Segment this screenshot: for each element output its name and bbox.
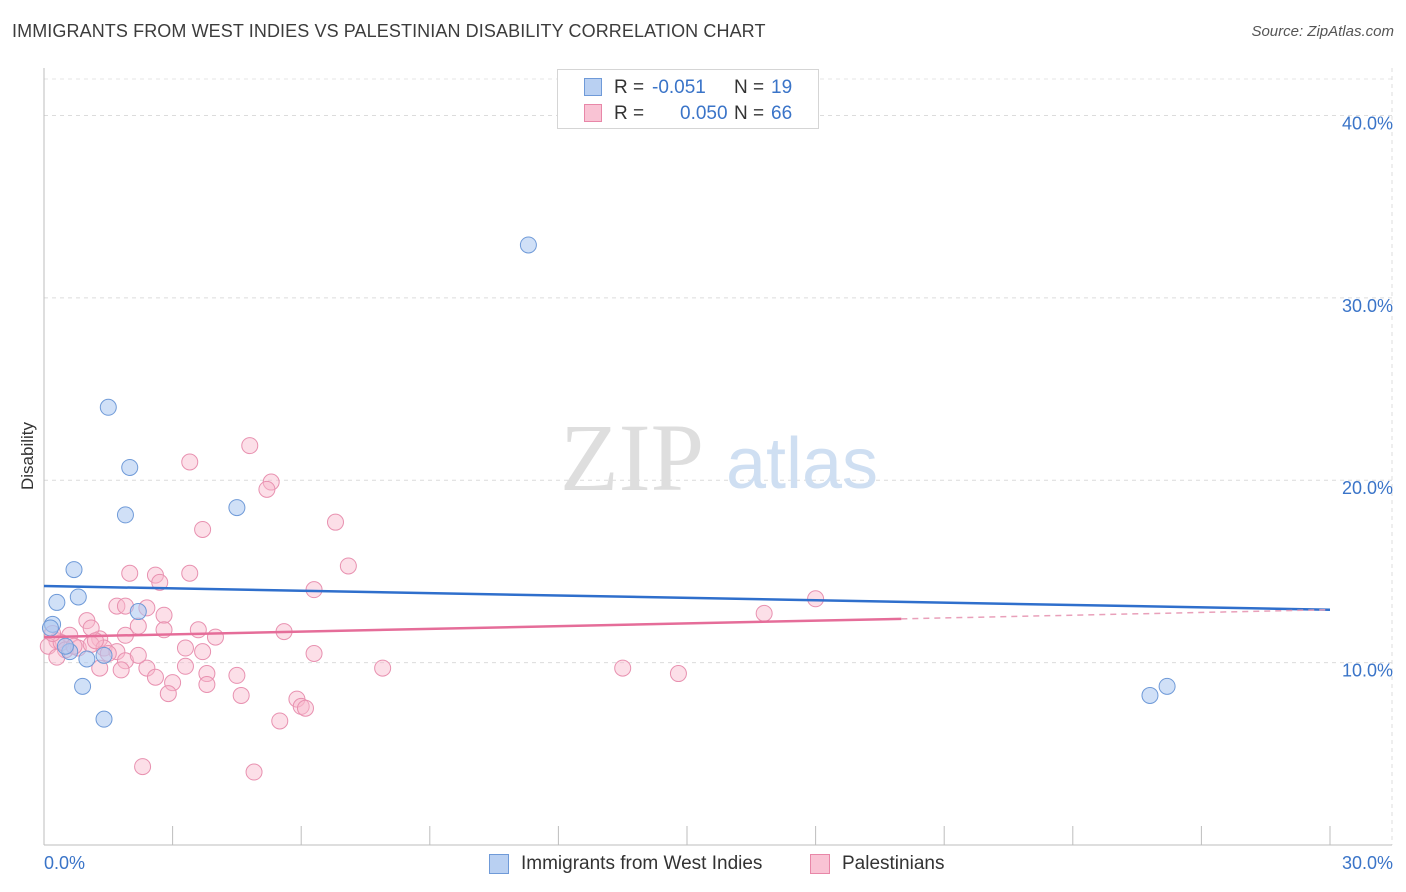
palestinian-point [108,597,126,615]
palestinian-point [194,520,212,538]
palestinian-point [116,652,134,670]
palestinian-point [138,659,156,677]
palestinian-point [181,453,199,471]
y-tick-label: 10.0% [1342,661,1393,681]
palestinian-point [146,668,164,686]
palestinian-point [206,628,224,646]
palestinian-point [189,621,207,639]
palestinian-point [228,666,246,684]
palestinian-point [296,699,314,717]
palestinian-point [241,437,259,455]
legend-n-label: N = [734,77,765,98]
bottom-legend-swatch-west-indies [489,854,509,874]
bottom-legend-label-west-indies: Immigrants from West Indies [521,853,763,874]
west-indies-point [41,619,59,637]
west-indies-point [69,588,87,606]
west-indies-point [116,506,134,524]
west-indies-point [1158,677,1176,695]
palestinian-point [326,513,344,531]
palestinian-point [669,665,687,683]
west-indies-point [95,646,113,664]
palestinian-point [155,606,173,624]
legend-r-label: R = [614,77,645,98]
x-tick-label-min: 0.0% [44,853,85,873]
y-tick-label: 40.0% [1342,113,1393,133]
west-indies-point [228,499,246,517]
palestinian-point [305,645,323,662]
y-axis-label: Disability [18,421,37,491]
west-indies-trend-line [43,584,1331,611]
palestinian-point [159,685,177,703]
axis-layer [43,68,1392,846]
palestinian-point [164,674,182,692]
west-indies-point [74,677,92,695]
grid-layer [44,68,1393,845]
correlation-legend: R = -0.051 N = 19 R = 0.050 N = 66 [557,69,819,129]
west-indies-point [129,603,147,621]
bottom-legend-swatch-palestinians [810,854,830,874]
legend-n-value: 66 [771,103,793,124]
palestinian-point [198,676,216,694]
watermark: ZIP atlas [560,404,878,511]
watermark-atlas: atlas [726,424,878,504]
legend-swatch-palestinians [584,104,602,122]
legend-n-label: N = [734,103,765,124]
palestinian-point [194,643,212,661]
x-tick-label-max: 30.0% [1342,853,1393,873]
y-tick-label: 20.0% [1342,478,1393,498]
west-indies-point [519,236,537,254]
palestinian-point [339,557,357,575]
palestinian-trend-line [43,617,902,639]
west-indies-point [121,458,139,476]
west-indies-point [65,561,83,579]
trend-layer [43,584,1331,639]
tick-labels: 10.0% 20.0% 30.0% 40.0% 0.0% 30.0% [44,113,1393,873]
palestinian-point [129,646,147,664]
legend-r-value: 0.050 [680,103,728,124]
west-indies-point [56,637,74,655]
west-indies-point [99,398,117,416]
palestinian-point [755,604,773,622]
palestinian-point [258,480,276,498]
y-tick-label: 30.0% [1342,296,1393,316]
palestinian-point [232,686,250,704]
palestinian-trend-extension [901,608,1331,620]
palestinian-point [614,659,632,677]
chart-title: IMMIGRANTS FROM WEST INDIES VS PALESTINI… [12,21,766,41]
palestinian-point [176,657,194,675]
west-indies-point [1141,686,1159,704]
legend-swatch-west-indies [584,78,602,96]
west-indies-point [48,593,66,611]
legend-n-value: 19 [771,77,793,98]
bottom-legend-label-palestinians: Palestinians [842,853,945,874]
palestinian-point [151,573,169,591]
palestinian-point [807,590,825,608]
palestinian-point [112,661,130,679]
legend-r-label: R = [614,103,645,124]
palestinian-point [271,712,289,730]
palestinian-point [245,763,263,781]
west-indies-point [78,650,96,668]
palestinian-point [176,639,194,657]
palestinian-point [134,758,152,776]
legend-r-value: -0.051 [652,77,706,98]
palestinian-point [181,564,199,582]
source-label: Source: ZipAtlas.com [1251,23,1394,40]
west-indies-point [95,710,113,728]
palestinian-point [374,659,392,677]
palestinian-point [121,564,139,582]
watermark-zip: ZIP [560,404,704,511]
